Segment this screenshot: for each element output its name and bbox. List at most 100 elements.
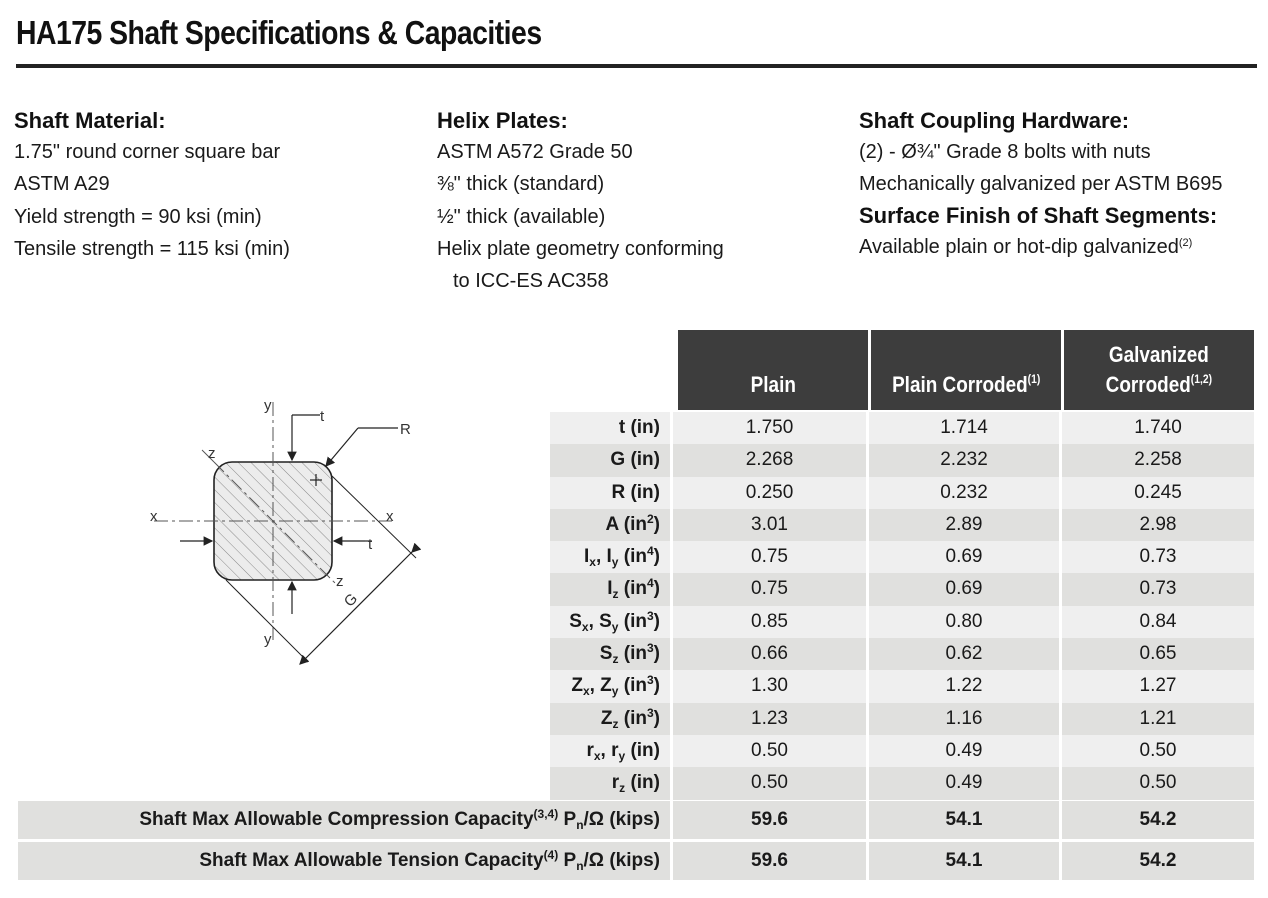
property-label: t (in) bbox=[618, 417, 660, 438]
axis-label-z: z bbox=[208, 445, 216, 462]
helix-plates-line: ½" thick (available) bbox=[437, 205, 606, 228]
table-cell: 0.232 bbox=[866, 476, 1059, 509]
table-cell: 1.27 bbox=[1059, 670, 1254, 703]
header-label: Galvanized Corroded(1,2) bbox=[1105, 342, 1213, 397]
table-row: G (in) 2.268 2.232 2.258 bbox=[550, 444, 1254, 477]
table-cell: 1.30 bbox=[670, 670, 866, 703]
table-cell: 0.69 bbox=[866, 573, 1059, 606]
page-title: HA175 Shaft Specifications & Capacities bbox=[16, 14, 542, 51]
axis-label-x: x bbox=[150, 508, 158, 525]
property-label: G (in) bbox=[610, 449, 660, 471]
dim-label-g: G bbox=[341, 590, 361, 610]
tension-capacity-row: Shaft Max Allowable Tension Capacity(4) … bbox=[18, 842, 1254, 880]
table-cell: 54.2 bbox=[1059, 842, 1254, 880]
table-cell: 0.85 bbox=[670, 605, 866, 639]
property-label: rx, ry (in) bbox=[586, 739, 660, 763]
coupling-heading: Shaft Coupling Hardware: bbox=[859, 108, 1130, 133]
property-label: rz (in) bbox=[611, 772, 660, 796]
table-cell: 59.6 bbox=[670, 801, 866, 839]
table-cell: 0.65 bbox=[1059, 638, 1254, 671]
shaft-material-line: 1.75" round corner square bar bbox=[14, 141, 281, 163]
coupling-line: Mechanically galvanized per ASTM B695 bbox=[859, 173, 1223, 196]
shaft-material-heading: Shaft Material: bbox=[14, 108, 166, 133]
helix-plates-line: Helix plate geometry conforming bbox=[437, 237, 724, 260]
header-label: Plain Corroded(1) bbox=[891, 372, 1041, 397]
column-header-plain: Plain bbox=[678, 330, 868, 410]
title-rule bbox=[16, 64, 1257, 68]
table-cell: 0.84 bbox=[1059, 605, 1254, 639]
property-label: Sz (in3) bbox=[599, 641, 660, 667]
table-cell: 1.23 bbox=[670, 702, 866, 735]
table-cell: 1.16 bbox=[866, 702, 1059, 735]
table-cell: 3.01 bbox=[670, 508, 866, 542]
table-row: Zz (in3) 1.23 1.16 1.21 bbox=[550, 702, 1254, 735]
table-cell: 0.50 bbox=[670, 734, 866, 768]
table-row: t (in) 1.750 1.714 1.740 bbox=[550, 412, 1254, 445]
table-cell: 0.73 bbox=[1059, 573, 1254, 606]
table-row: rx, ry (in) 0.50 0.49 0.50 bbox=[550, 734, 1254, 768]
table-cell: 1.714 bbox=[866, 412, 1059, 445]
helix-plates-line: to ICC-ES AC358 bbox=[453, 270, 609, 293]
table-cell: 59.6 bbox=[670, 842, 866, 880]
table-cell: 2.98 bbox=[1059, 508, 1254, 542]
table-cell: 0.66 bbox=[670, 638, 866, 671]
table-cell: 0.73 bbox=[1059, 541, 1254, 574]
table-cell: 1.750 bbox=[670, 412, 866, 445]
table-cell: 0.75 bbox=[670, 573, 866, 606]
coupling-section: Shaft Coupling Hardware: (2) - Ø¾" Grade… bbox=[859, 106, 1223, 263]
axis-label-y: y bbox=[264, 397, 272, 414]
axis-label-z: z bbox=[336, 573, 344, 590]
column-header-plain-corroded: Plain Corroded(1) bbox=[871, 330, 1061, 410]
table-cell: 0.80 bbox=[866, 605, 1059, 639]
property-label: Zx, Zy (in3) bbox=[571, 673, 660, 699]
table-cell: 0.62 bbox=[866, 638, 1059, 671]
table-cell: 54.1 bbox=[866, 801, 1059, 839]
property-label: Ix, Iy (in4) bbox=[583, 544, 660, 570]
table-cell: 54.2 bbox=[1059, 801, 1254, 839]
footnote-ref: (1,2) bbox=[1190, 372, 1213, 386]
axis-label-x: x bbox=[386, 508, 394, 525]
capacity-label: Shaft Max Allowable Tension Capacity(4) … bbox=[199, 848, 660, 873]
axis-label-y: y bbox=[264, 631, 272, 648]
table-cell: 1.21 bbox=[1059, 702, 1254, 735]
table-cell: 0.250 bbox=[670, 476, 866, 509]
table-cell: 2.232 bbox=[866, 444, 1059, 477]
property-label: Sx, Sy (in3) bbox=[569, 608, 660, 634]
dim-label-t: t bbox=[320, 408, 325, 425]
properties-table: t (in) 1.750 1.714 1.740 G (in) 2.268 2.232 2.2… bbox=[550, 412, 1254, 800]
helix-plates-heading: Helix Plates: bbox=[437, 108, 568, 133]
table-row: Zx, Zy (in3) 1.30 1.22 1.27 bbox=[550, 670, 1254, 703]
footnote-ref: (4) bbox=[543, 848, 559, 862]
shaft-material-line: Yield strength = 90 ksi (min) bbox=[14, 205, 262, 228]
property-label: Zz (in3) bbox=[600, 705, 660, 731]
shaft-material-line: Tensile strength = 115 ksi (min) bbox=[14, 237, 290, 260]
table-row: R (in) 0.250 0.232 0.245 bbox=[550, 476, 1254, 509]
compression-capacity-row: Shaft Max Allowable Compression Capacity… bbox=[18, 801, 1254, 839]
table-row: Sz (in3) 0.66 0.62 0.65 bbox=[550, 638, 1254, 671]
capacity-label: Shaft Max Allowable Compression Capacity… bbox=[139, 807, 660, 832]
property-label: A (in2) bbox=[605, 511, 660, 535]
table-row: Ix, Iy (in4) 0.75 0.69 0.73 bbox=[550, 541, 1254, 574]
table-cell: 1.740 bbox=[1059, 412, 1254, 445]
dim-label-r: R bbox=[400, 421, 411, 438]
table-row: A (in2) 3.01 2.89 2.98 bbox=[550, 508, 1254, 542]
footnote-ref: (2) bbox=[1178, 236, 1193, 249]
helix-plates-section: Helix Plates: ASTM A572 Grade 50 ⅜" thic… bbox=[437, 106, 724, 297]
table-cell: 2.89 bbox=[866, 508, 1059, 542]
surface-finish-line: Available plain or hot-dip galvanized(2) bbox=[859, 235, 1193, 258]
table-cell: 54.1 bbox=[866, 842, 1059, 880]
table-cell: 0.245 bbox=[1059, 476, 1254, 509]
table-cell: 2.258 bbox=[1059, 444, 1254, 477]
table-cell: 0.50 bbox=[1059, 767, 1254, 800]
surface-finish-heading: Surface Finish of Shaft Segments: bbox=[859, 202, 1218, 228]
table-cell: 1.22 bbox=[866, 670, 1059, 703]
table-cell: 0.50 bbox=[1059, 734, 1254, 768]
coupling-line: (2) - Ø¾" Grade 8 bolts with nuts bbox=[859, 141, 1151, 163]
table-row: Sx, Sy (in3) 0.85 0.80 0.84 bbox=[550, 605, 1254, 639]
table-cell: 2.268 bbox=[670, 444, 866, 477]
table-cell: 0.50 bbox=[670, 767, 866, 800]
table-cell: 0.49 bbox=[866, 734, 1059, 768]
table-row: Iz (in4) 0.75 0.69 0.73 bbox=[550, 573, 1254, 606]
shaft-material-line: ASTM A29 bbox=[14, 173, 110, 196]
column-header-galvanized-corroded: Galvanized Corroded(1,2) bbox=[1064, 330, 1254, 410]
